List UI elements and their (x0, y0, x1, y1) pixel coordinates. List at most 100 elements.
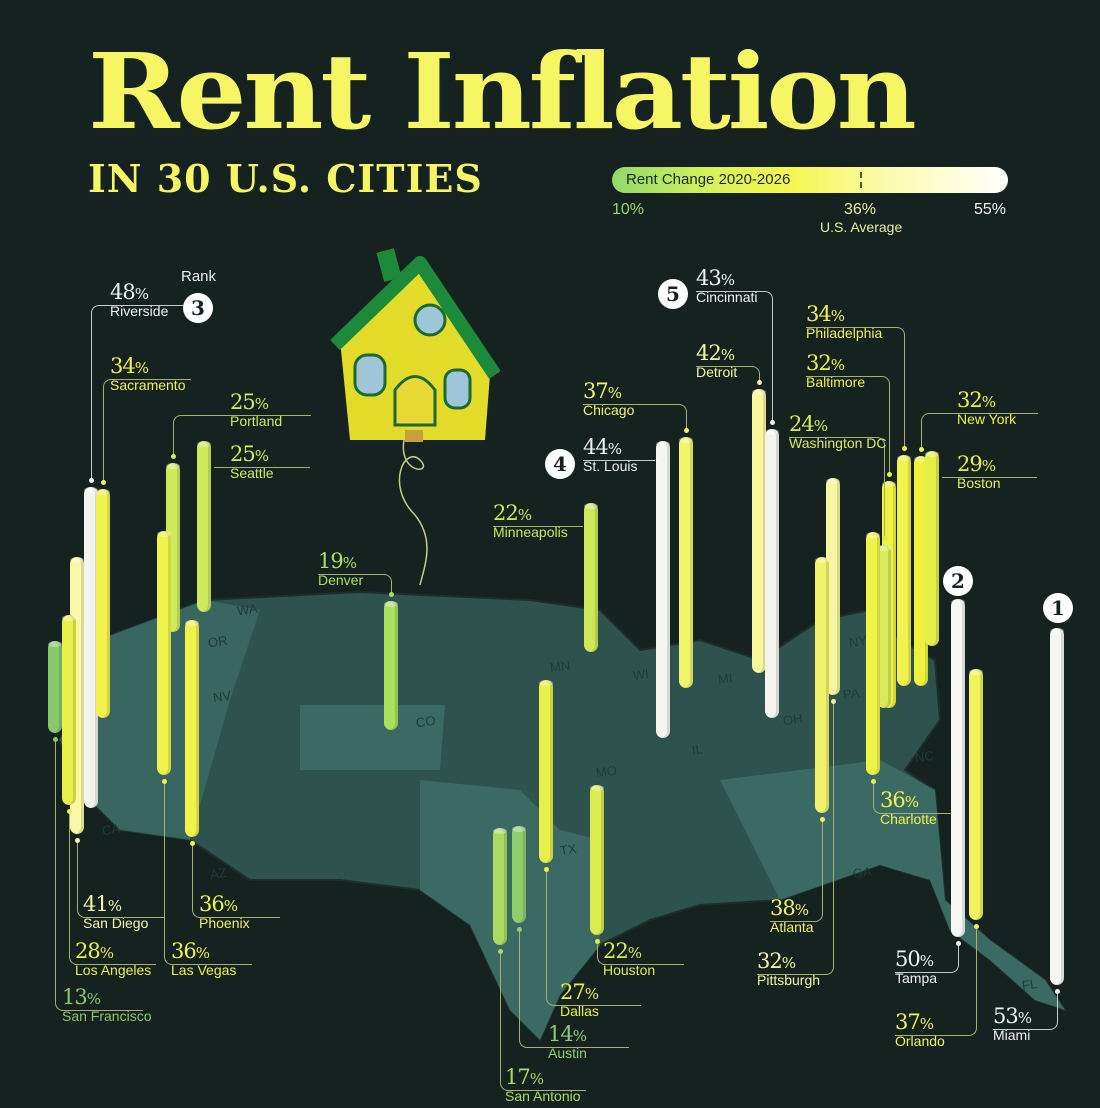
city-percent: 43 (696, 266, 722, 290)
leader-line (91, 305, 191, 482)
city-name: Charlotte (880, 810, 937, 827)
city-name: Sacramento (110, 376, 186, 393)
city-bar (951, 599, 965, 937)
leader-line (500, 951, 586, 1091)
leader-line (493, 526, 583, 527)
city-bar (752, 389, 766, 673)
leader-dot (684, 428, 689, 433)
city-bar (679, 437, 693, 688)
city-bar (590, 785, 604, 935)
leader-line (789, 437, 885, 540)
city-percent: 50 (895, 947, 921, 971)
city-label: 25% Portland (230, 390, 283, 429)
city-percent: 37 (583, 379, 609, 403)
city-percent: 32 (957, 388, 983, 412)
city-label: 29% Boston (957, 452, 1001, 491)
city-bar (584, 503, 598, 652)
city-percent: 25 (230, 390, 256, 414)
legend-avg-label: 36% (844, 201, 877, 218)
city-bar (877, 545, 891, 708)
city-percent: 28 (75, 939, 101, 963)
city-label: 22% Minneapolis (493, 501, 568, 540)
city-name: Philadelphia (806, 324, 883, 341)
city-percent: 13 (62, 985, 88, 1009)
city-percent: 22 (603, 939, 629, 963)
southeast (720, 760, 1065, 1010)
leader-dot (595, 939, 600, 944)
city-name: Chicago (583, 401, 635, 418)
city-bar (656, 441, 670, 738)
city-bar (48, 641, 62, 733)
leader-line (192, 843, 280, 918)
leader-line (770, 819, 823, 922)
rank-badge: 2 (943, 566, 973, 596)
city-percent: 32 (806, 351, 832, 375)
state-label: IL (690, 741, 704, 758)
leader-dot (53, 737, 58, 742)
leader-dot (589, 524, 594, 529)
city-name: Cincinnati (696, 288, 758, 305)
city-name: Seattle (230, 464, 274, 481)
leader-dot (498, 949, 503, 954)
state-label: NV (211, 687, 232, 706)
city-bar (826, 478, 840, 695)
city-name: San Diego (83, 914, 149, 931)
rank-badge: 4 (545, 449, 575, 479)
leader-line (318, 574, 392, 596)
city-percent: 42 (696, 341, 722, 365)
leader-dot (919, 447, 924, 452)
city-name: Washington DC (789, 434, 887, 451)
state-label: MI (716, 670, 734, 687)
leader-line (895, 943, 959, 973)
leader-line (942, 477, 1037, 478)
city-label: 22% Houston (603, 939, 656, 978)
leader-line (164, 781, 252, 965)
city-label: 34% Philadelphia (806, 302, 883, 341)
leader-line (806, 327, 905, 450)
city-percent: 37 (895, 1010, 921, 1034)
page-title: Rent Inflation (88, 30, 917, 153)
city-label: 44% St. Louis (583, 435, 638, 474)
leader-dot (544, 867, 549, 872)
city-percent: 19 (318, 549, 344, 573)
city-label: 42% Detroit (696, 341, 738, 380)
city-label: 37% Orlando (895, 1010, 945, 1049)
rank-badge: 5 (658, 279, 688, 309)
city-label: 50% Tampa (895, 947, 938, 986)
house-balloon-illustration (330, 248, 500, 585)
city-bar (765, 429, 779, 718)
color-scale-legend: Rent Change 2020-2026 (612, 167, 1008, 193)
state-label: OR (207, 632, 229, 651)
leader-dot (757, 380, 762, 385)
state-label: MN (549, 657, 572, 676)
city-bar (493, 828, 507, 945)
city-label: 37% Chicago (583, 379, 635, 418)
leader-line (806, 376, 890, 476)
city-label: 34% Sacramento (110, 354, 186, 393)
city-bar (925, 451, 939, 646)
state-label: PA (841, 684, 861, 703)
city-bar (866, 532, 880, 775)
leader-dot (171, 454, 176, 459)
city-percent: 27 (560, 980, 586, 1004)
leader-dot (162, 779, 167, 784)
leader-line (546, 869, 641, 1006)
city-bar (185, 620, 199, 837)
city-bar (969, 669, 983, 920)
city-bar (157, 531, 171, 775)
leader-line (519, 929, 629, 1048)
city-bar (815, 557, 829, 813)
city-name: Detroit (696, 363, 738, 380)
city-bar (197, 441, 211, 612)
leader-dot (75, 838, 80, 843)
city-name: Tampa (895, 969, 938, 986)
legend-min-label: 10% (612, 201, 645, 218)
leader-line (173, 415, 311, 458)
city-label: 17% San Antonio (505, 1065, 581, 1104)
state-label: WI (631, 665, 650, 684)
city-percent: 25 (230, 442, 256, 466)
leader-dot (882, 536, 887, 541)
leader-dot (902, 446, 907, 451)
leader-dot (67, 809, 72, 814)
city-percent: 17 (505, 1065, 531, 1089)
